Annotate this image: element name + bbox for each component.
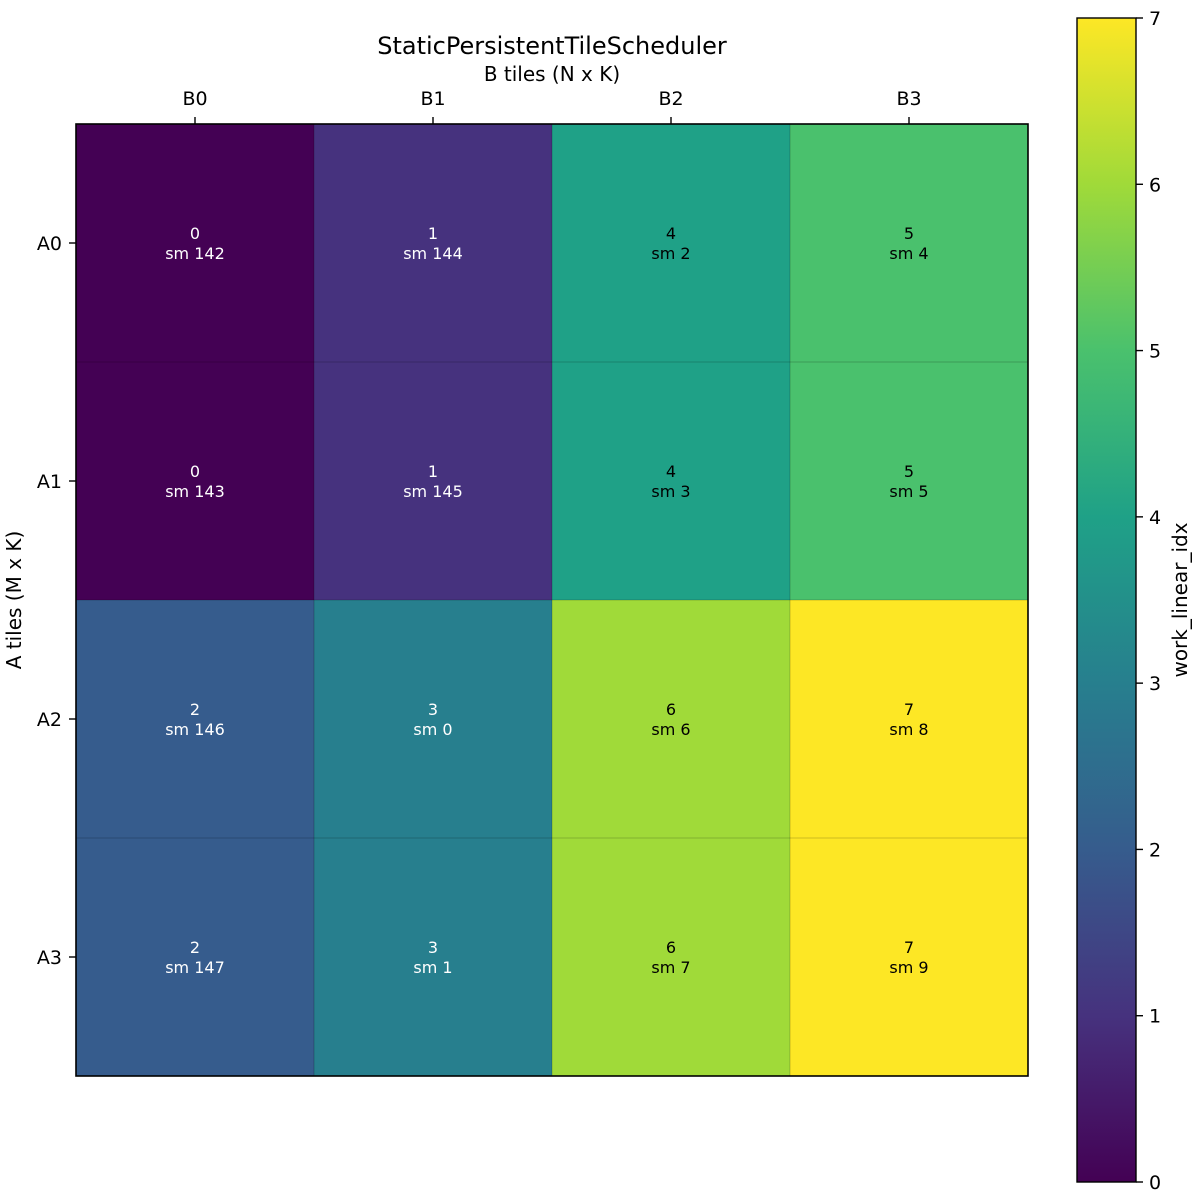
cell-sm-label: sm 0 — [413, 720, 452, 739]
cell-sm-label: sm 3 — [651, 482, 690, 501]
y-tick-label: A0 — [37, 233, 62, 255]
heatmap-cell — [552, 600, 791, 839]
cell-value-label: 3 — [428, 938, 438, 957]
heatmap-cell — [552, 838, 791, 1077]
x-tick-label: B0 — [182, 88, 207, 110]
colorbar-tick-label: 4 — [1149, 507, 1161, 529]
cell-sm-label: sm 143 — [165, 482, 225, 501]
heatmap-cell — [314, 838, 553, 1077]
x-tick-label: B1 — [420, 88, 445, 110]
heatmap-cell — [790, 600, 1029, 839]
y-ticks: A0 A1 A2 A3 — [37, 233, 76, 969]
cell-value-label: 4 — [666, 224, 676, 243]
cell-sm-label: sm 145 — [403, 482, 463, 501]
colorbar-ticks: 0 1 2 3 4 5 6 7 — [1136, 8, 1161, 1194]
cell-value-label: 5 — [904, 462, 914, 481]
heatmap-cell — [76, 838, 315, 1077]
cell-sm-label: sm 142 — [165, 244, 225, 263]
cell-value-label: 6 — [666, 700, 676, 719]
cell-value-label: 5 — [904, 224, 914, 243]
x-ticks: B0 B1 B2 B3 — [182, 88, 922, 124]
cell-sm-label: sm 9 — [889, 958, 928, 977]
cell-sm-label: sm 147 — [165, 958, 225, 977]
colorbar-tick-label: 6 — [1149, 174, 1161, 196]
colorbar-gradient — [1076, 17, 1137, 1183]
heatmap-cell — [314, 600, 553, 839]
cell-value-label: 7 — [904, 700, 914, 719]
cell-sm-label: sm 4 — [889, 244, 928, 263]
colorbar-tick-label: 3 — [1149, 673, 1161, 695]
heatmap-cell — [552, 362, 791, 601]
cell-sm-label: sm 8 — [889, 720, 928, 739]
cell-value-label: 2 — [190, 700, 200, 719]
cell-value-label: 0 — [190, 224, 200, 243]
colorbar-tick-label: 5 — [1149, 341, 1161, 363]
heatmap-cell — [790, 838, 1029, 1077]
heatmap-cell — [790, 362, 1029, 601]
y-axis-label: A tiles (M x K) — [2, 531, 26, 670]
cell-sm-label: sm 5 — [889, 482, 928, 501]
x-tick-label: B3 — [896, 88, 921, 110]
heatmap-cell — [76, 600, 315, 839]
cell-value-label: 1 — [428, 462, 438, 481]
heatmap-cell — [314, 362, 553, 601]
cell-value-label: 1 — [428, 224, 438, 243]
colorbar-tick-label: 1 — [1149, 1006, 1161, 1028]
heatmap-cell — [790, 124, 1029, 363]
x-axis-label: B tiles (N x K) — [484, 62, 620, 86]
cell-sm-label: sm 2 — [651, 244, 690, 263]
heatmap-cell — [76, 362, 315, 601]
cell-value-label: 2 — [190, 938, 200, 957]
cell-value-label: 0 — [190, 462, 200, 481]
x-tick-label: B2 — [658, 88, 683, 110]
chart-title: StaticPersistentTileScheduler — [377, 32, 727, 60]
heatmap-cell — [552, 124, 791, 363]
colorbar-tick-label: 7 — [1149, 8, 1161, 30]
cell-sm-label: sm 7 — [651, 958, 690, 977]
heatmap-cell — [76, 124, 315, 363]
y-tick-label: A1 — [37, 471, 62, 493]
cell-value-label: 4 — [666, 462, 676, 481]
cell-sm-label: sm 6 — [651, 720, 690, 739]
plot-frame — [75, 123, 1029, 1077]
colorbar: 0 1 2 3 4 5 6 7 work_linear_idx — [1076, 8, 1192, 1194]
cell-sm-label: sm 1 — [413, 958, 452, 977]
colorbar-tick-label: 2 — [1149, 839, 1161, 861]
colorbar-tick-label: 0 — [1149, 1172, 1161, 1194]
cell-sm-label: sm 144 — [403, 244, 463, 263]
y-tick-label: A3 — [37, 947, 62, 969]
y-tick-label: A2 — [37, 709, 62, 731]
cell-sm-label: sm 146 — [165, 720, 225, 739]
cell-value-label: 7 — [904, 938, 914, 957]
heatmap-cell — [314, 124, 553, 363]
cell-value-label: 3 — [428, 700, 438, 719]
colorbar-label: work_linear_idx — [1168, 522, 1192, 677]
cell-value-label: 6 — [666, 938, 676, 957]
